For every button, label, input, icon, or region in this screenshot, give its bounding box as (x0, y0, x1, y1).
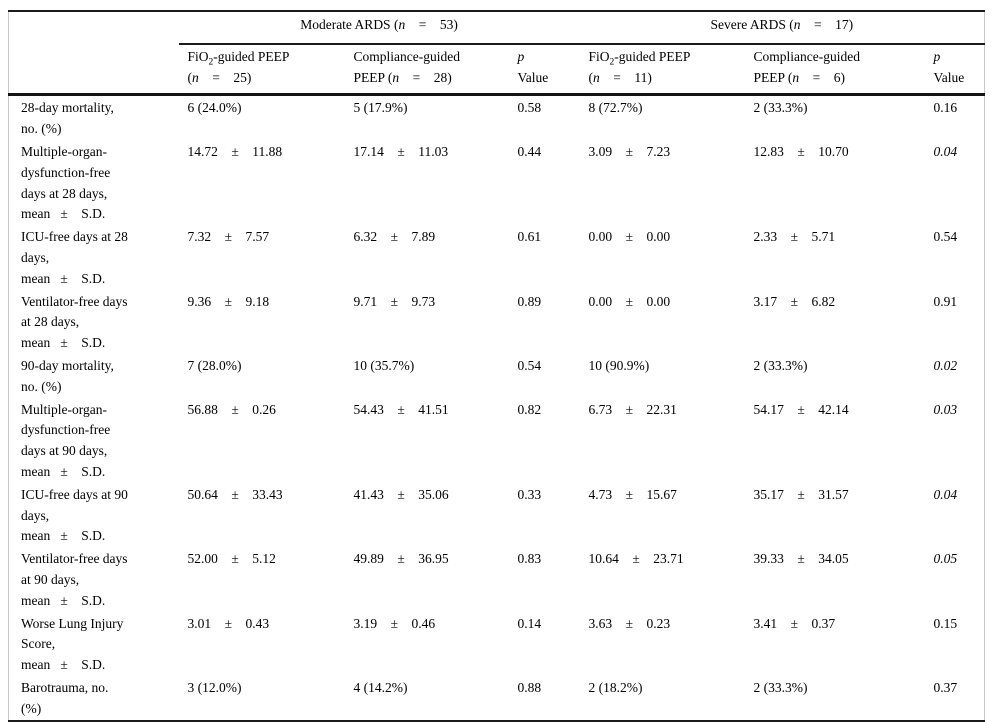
cell-compliance-severe: 3.17 ± 6.82 (753, 293, 836, 309)
ards-outcomes-table: Moderate ARDS (n = 53) Severe ARDS (n = … (8, 10, 986, 722)
cell-fio2-severe: 3.09 ± 7.23 (588, 143, 671, 159)
cell-fio2-moderate: 7.32 ± 7.57 (187, 229, 270, 245)
table-row: Ventilator-free days at 90 days, mean ± … (9, 547, 985, 611)
table-row: Multiple-organ- dysfunction-free days at… (9, 140, 985, 225)
cell-p-severe: 0.54 (933, 229, 958, 245)
cell-fio2-moderate: 7 (28.0%) (187, 357, 242, 373)
cell-compliance-severe: 2 (33.3%) (753, 100, 808, 116)
table-row: ICU-free days at 28 days, mean ± S.D. 7.3… (9, 225, 985, 289)
row-label: 28-day mortality, no. (%) (21, 100, 114, 137)
cell-p-moderate: 0.14 (517, 615, 542, 631)
cell-fio2-moderate: 50.64 ± 33.43 (187, 486, 283, 502)
column-header-compliance-peep-moderate: Compliance-guided PEEP (n = 28) (344, 43, 509, 97)
cell-p-moderate: 0.82 (517, 401, 542, 417)
cell-compliance-severe: 2.33 ± 5.71 (753, 229, 836, 245)
cell-fio2-severe: 6.73 ± 22.31 (588, 401, 677, 417)
row-label: ICU-free days at 28 days, mean ± S.D. (21, 229, 128, 286)
cell-fio2-moderate: 9.36 ± 9.18 (187, 293, 270, 309)
group-header-moderate-ards: Moderate ARDS (n = 53) (178, 11, 580, 45)
cell-p-moderate: 0.58 (517, 100, 542, 116)
group-header-row: Moderate ARDS (n = 53) Severe ARDS (n = … (9, 11, 985, 45)
table-body: 28-day mortality, no. (%) 6 (24.0%) 5 (17.… (9, 95, 985, 721)
table-row: Ventilator-free days at 28 days, mean ± … (9, 290, 985, 354)
row-label: Ventilator-free days at 28 days, mean ± … (21, 293, 128, 351)
column-header-fio2-peep-severe: FiO2-guided PEEP (n = 11) (579, 43, 745, 97)
cell-compliance-moderate: 10 (35.7%) (353, 357, 415, 373)
cell-p-moderate: 0.54 (517, 357, 542, 373)
cell-fio2-severe: 10.64 ± 23.71 (588, 551, 684, 567)
cell-p-severe: 0.04 (933, 486, 958, 502)
group-header-severe-ards: Severe ARDS (n = 17) (579, 11, 985, 45)
column-header-row: FiO2-guided PEEP (n = 25) Compliance-gui… (8, 43, 985, 97)
cell-fio2-severe: 4.73 ± 15.67 (588, 486, 677, 502)
table-row: Multiple-organ- dysfunction-free days at… (9, 398, 985, 483)
cell-p-severe: 0.02 (933, 357, 958, 373)
cell-fio2-severe: 2 (18.2%) (588, 679, 643, 695)
row-label: ICU-free days at 90 days, mean ± S.D. (21, 486, 128, 544)
cell-p-moderate: 0.89 (517, 293, 542, 309)
cell-compliance-severe: 2 (33.3%) (753, 357, 808, 373)
cell-p-moderate: 0.61 (517, 229, 542, 245)
cell-compliance-severe: 39.33 ± 34.05 (753, 551, 849, 567)
cell-fio2-severe: 0.00 ± 0.00 (588, 229, 671, 245)
cell-compliance-moderate: 3.19 ± 0.46 (353, 615, 436, 631)
cell-fio2-moderate: 3 (12.0%) (187, 679, 242, 695)
row-label: Barotrauma, no. (%) (21, 679, 109, 716)
cell-p-moderate: 0.44 (517, 143, 542, 159)
table-row: Worse Lung Injury Score, mean ± S.D. 3.01… (9, 612, 985, 676)
column-header-p-value-moderate: p Value (508, 43, 580, 97)
row-label: Multiple-organ- dysfunction-free days at… (21, 143, 111, 222)
table-row: 90-day mortality, no. (%) 7 (28.0%) 10 (35… (9, 354, 985, 398)
row-label: Ventilator-free days at 90 days, mean ± … (21, 551, 128, 608)
cell-compliance-moderate: 17.14 ± 11.03 (353, 143, 449, 159)
cell-p-moderate: 0.88 (517, 679, 542, 695)
column-header-fio2-peep-moderate: FiO2-guided PEEP (n = 25) (178, 43, 345, 97)
column-header-compliance-peep-severe: Compliance-guided PEEP (n = 6) (744, 43, 925, 97)
cell-fio2-severe: 3.63 ± 0.23 (588, 615, 671, 631)
row-label: 90-day mortality, no. (%) (21, 357, 114, 394)
cell-fio2-severe: 10 (90.9%) (588, 357, 650, 373)
cell-compliance-moderate: 4 (14.2%) (353, 679, 408, 695)
cell-fio2-moderate: 56.88 ± 0.26 (187, 401, 276, 417)
cell-compliance-moderate: 41.43 ± 35.06 (353, 486, 449, 502)
cell-fio2-moderate: 14.72 ± 11.88 (187, 143, 283, 159)
cell-compliance-severe: 2 (33.3%) (753, 679, 808, 695)
cell-fio2-severe: 0.00 ± 0.00 (588, 293, 671, 309)
cell-p-severe: 0.04 (933, 143, 958, 159)
cell-p-severe: 0.03 (933, 401, 958, 417)
cell-p-moderate: 0.33 (517, 486, 542, 502)
cell-p-severe: 0.37 (933, 679, 958, 695)
cell-fio2-moderate: 3.01 ± 0.43 (187, 615, 270, 631)
cell-fio2-severe: 8 (72.7%) (588, 100, 643, 116)
cell-fio2-moderate: 6 (24.0%) (187, 100, 242, 116)
column-header-spacer (8, 43, 179, 97)
cell-compliance-moderate: 6.32 ± 7.89 (353, 229, 436, 245)
cell-compliance-severe: 54.17 ± 42.14 (753, 401, 849, 417)
cell-compliance-moderate: 49.89 ± 36.95 (353, 551, 449, 567)
cell-p-severe: 0.91 (933, 293, 958, 309)
cell-compliance-severe: 12.83 ± 10.70 (753, 143, 849, 159)
cell-compliance-moderate: 5 (17.9%) (353, 100, 408, 116)
cell-p-severe: 0.15 (933, 615, 958, 631)
row-label: Multiple-organ- dysfunction-free days at… (21, 401, 111, 479)
row-label: Worse Lung Injury Score, mean ± S.D. (21, 615, 124, 673)
cell-p-moderate: 0.83 (517, 551, 542, 567)
cell-compliance-severe: 3.41 ± 0.37 (753, 615, 836, 631)
table-row: 28-day mortality, no. (%) 6 (24.0%) 5 (17.… (9, 95, 985, 140)
cell-p-severe: 0.05 (933, 551, 958, 567)
cell-compliance-moderate: 54.43 ± 41.51 (353, 401, 449, 417)
cell-compliance-moderate: 9.71 ± 9.73 (353, 293, 436, 309)
table-row: Barotrauma, no. (%) 3 (12.0%) 4 (14.2%) 0.8… (9, 676, 985, 721)
table-row: ICU-free days at 90 days, mean ± S.D. 50.… (9, 483, 985, 547)
cell-fio2-moderate: 52.00 ± 5.12 (187, 551, 276, 567)
group-header-spacer (9, 11, 179, 44)
column-header-p-value-severe: p Value (924, 43, 985, 97)
cell-p-severe: 0.16 (933, 100, 958, 116)
cell-compliance-severe: 35.17 ± 31.57 (753, 486, 849, 502)
